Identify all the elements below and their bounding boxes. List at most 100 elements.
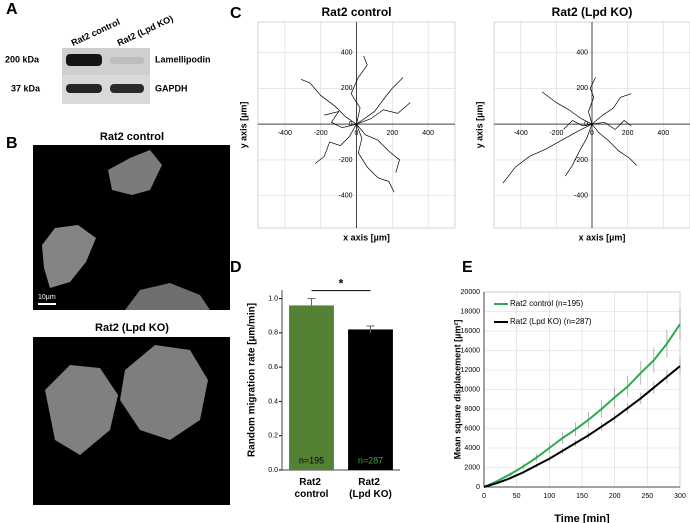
bar — [289, 305, 334, 470]
y-tick-label: 1.0 — [268, 295, 278, 302]
track — [591, 123, 637, 166]
track — [356, 102, 411, 125]
protein-label: Lamellipodin — [155, 54, 211, 64]
track — [541, 91, 593, 125]
bar-label: n=287 — [358, 455, 383, 465]
chart-title: Rat2 control — [321, 5, 391, 19]
y-tick-label: 8000 — [464, 406, 480, 413]
x-tick-label: 150 — [576, 493, 588, 500]
x-tick-label: 200 — [609, 493, 621, 500]
y-tick-label: 400 — [341, 49, 353, 56]
x-tick-label: 400 — [657, 130, 669, 137]
x-tick-label: Rat2 control — [295, 477, 329, 500]
cell — [108, 150, 162, 195]
series-line — [483, 323, 681, 488]
x-tick-label: -400 — [278, 130, 292, 137]
bar — [348, 329, 393, 470]
protein-label: GAPDH — [155, 83, 188, 93]
size-label: 37 kDa — [11, 83, 41, 93]
y-tick-label: 0.6 — [268, 364, 278, 371]
track — [564, 123, 593, 177]
image-title: Rat2 control — [100, 131, 164, 143]
x-tick-label: 50 — [513, 493, 521, 500]
y-tick-label: -200 — [574, 157, 588, 164]
y-tick-label: 4000 — [464, 445, 480, 452]
y-tick-label: 12000 — [461, 367, 481, 374]
x-tick-label: -400 — [514, 130, 528, 137]
y-tick-label: 10000 — [461, 386, 481, 393]
y-tick-label: 200 — [576, 85, 588, 92]
x-tick-label: 300 — [674, 493, 686, 500]
y-tick-label: 18000 — [461, 308, 481, 315]
x-axis-title: x axis [µm] — [579, 232, 626, 242]
cell — [45, 365, 118, 455]
track — [502, 123, 593, 184]
y-tick-label: 0 — [476, 484, 480, 491]
x-tick-label: -200 — [549, 130, 563, 137]
x-tick-label: 0 — [482, 493, 486, 500]
x-tick-label: 100 — [543, 493, 555, 500]
x-axis-title: x axis [µm] — [343, 232, 390, 242]
x-tick-label: Rat2 (Lpd KO) — [349, 477, 392, 500]
track — [588, 77, 596, 125]
track — [563, 120, 593, 130]
track — [356, 123, 395, 193]
size-label: 200 kDa — [5, 54, 40, 64]
image-title: Rat2 (Lpd KO) — [95, 322, 169, 334]
series-line — [483, 365, 681, 488]
y-tick-label: -200 — [338, 157, 352, 164]
x-tick-label: -200 — [314, 130, 328, 137]
chart-title: Rat2 (Lpd KO) — [552, 5, 633, 19]
bar-label: n=195 — [299, 455, 324, 465]
scale-bar-label: 10µm — [38, 294, 56, 301]
y-axis-title: Random migration rate [µm/min] — [247, 303, 258, 457]
y-axis-title: y axis [µm] — [474, 102, 484, 149]
y-tick-label: 0.4 — [268, 398, 278, 405]
panel-label: E — [462, 259, 473, 276]
track — [350, 55, 368, 125]
blot-band — [110, 84, 144, 93]
cell — [42, 225, 96, 288]
legend-label: Rat2 control (n=195) — [510, 299, 583, 308]
y-tick-label: 16000 — [461, 328, 481, 335]
y-tick-label: 200 — [341, 85, 353, 92]
x-axis-title: Time [min] — [554, 513, 610, 523]
x-tick-label: 200 — [622, 130, 634, 137]
panel-label: C — [230, 5, 242, 22]
y-tick-label: 0.2 — [268, 433, 278, 440]
y-tick-label: 6000 — [464, 425, 480, 432]
blot-band — [66, 54, 102, 66]
cell — [125, 283, 210, 310]
legend-label: Rat2 (Lpd KO) (n=287) — [510, 317, 592, 326]
y-tick-label: 2000 — [464, 464, 480, 471]
scale-bar — [38, 303, 56, 305]
y-tick-label: 0.0 — [268, 467, 278, 474]
significance: * — [339, 277, 344, 291]
panel-label: D — [230, 259, 242, 276]
track — [324, 111, 357, 129]
blot-band — [66, 84, 102, 93]
lane-label: Rat2 control — [70, 17, 122, 48]
x-tick-label: 400 — [422, 130, 434, 137]
track — [300, 78, 357, 125]
x-tick-label: 250 — [641, 493, 653, 500]
cell — [120, 345, 208, 440]
y-tick-label: 20000 — [461, 289, 481, 296]
y-tick-label: 0.8 — [268, 330, 278, 337]
track — [356, 123, 400, 173]
y-tick-label: -400 — [574, 193, 588, 200]
lane-label: Rat2 (Lpd KO) — [116, 13, 175, 48]
y-axis-title: Mean square displacement [µm²] — [452, 320, 462, 460]
blot-band — [110, 57, 144, 64]
y-tick-label: -400 — [338, 193, 352, 200]
x-tick-label: 200 — [386, 130, 398, 137]
panel-label: B — [6, 135, 18, 152]
track — [591, 93, 632, 125]
track — [315, 123, 357, 164]
panel-label: A — [6, 1, 18, 18]
y-axis-title: y axis [µm] — [238, 102, 248, 149]
track — [591, 120, 632, 130]
track — [356, 77, 404, 125]
